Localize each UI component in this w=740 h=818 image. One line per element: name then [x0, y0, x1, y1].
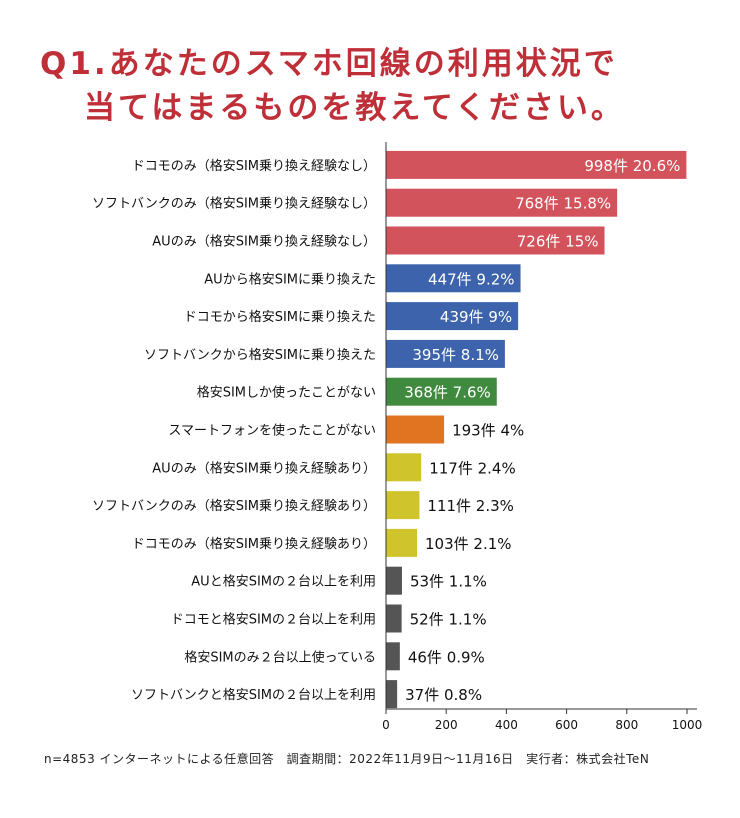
value-label: 52件 1.1%: [410, 611, 487, 629]
bar: [386, 264, 521, 293]
category-label: ドコモのみ（格安SIM乗り換え経験あり）: [132, 536, 376, 552]
value-label: 395件 8.1%: [412, 346, 499, 364]
bar-plot: ドコモのみ（格安SIM乗り換え経験なし） 998件 20.6% ソフトバンクのみ（格…: [92, 142, 703, 732]
category-label: AUのみ（格安SIM乗り換え経験なし）: [152, 234, 376, 250]
category-label: 格安SIMしか使ったことがない: [197, 385, 376, 401]
bar: [386, 642, 400, 671]
value-label: 768件 15.8%: [515, 195, 611, 213]
category-label: ソフトバンクのみ（格安SIM乗り換え経験あり）: [92, 498, 376, 514]
bar: [386, 377, 497, 406]
category-label: AUのみ（格安SIM乗り換え経験あり）: [152, 460, 376, 476]
x-tick-label: 400: [495, 718, 518, 732]
value-label: 193件 4%: [452, 422, 524, 440]
category-label: ソフトバンクから格安SIMに乗り換えた: [144, 347, 376, 363]
value-label: 103件 2.1%: [425, 535, 512, 553]
bar: [386, 491, 420, 520]
value-label: 53件 1.1%: [410, 573, 487, 591]
bar: [386, 415, 445, 444]
value-label: 111件 2.3%: [427, 497, 514, 515]
category-label: 格安SIMのみ２台以上使っている: [184, 649, 376, 665]
x-tick-label: 0: [382, 718, 390, 732]
x-tick-label: 600: [555, 718, 578, 732]
value-label: 447件 9.2%: [428, 270, 515, 288]
bar: [386, 566, 402, 595]
value-label: 117件 2.4%: [429, 459, 516, 477]
value-label: 998件 20.6%: [584, 157, 680, 175]
category-label: AUから格安SIMに乗り換えた: [204, 271, 376, 287]
category-label: AUと格安SIMの２台以上を利用: [191, 574, 376, 590]
value-label: 37件 0.8%: [405, 686, 482, 704]
bar: [386, 528, 418, 557]
bar: [386, 604, 402, 633]
value-label: 726件 15%: [517, 233, 599, 251]
bar: [386, 453, 422, 482]
bar: [386, 188, 618, 217]
value-label: 368件 7.6%: [404, 384, 491, 402]
chart-title-line-2: 当てはまるものを教えてください。: [84, 90, 625, 126]
chart-title-line-1: Q1.あなたのスマホ回線の利用状況で: [40, 46, 618, 82]
bar: [386, 150, 687, 179]
category-label: ソフトバンクのみ（格安SIM乗り換え経験なし）: [92, 196, 376, 212]
bar: [386, 339, 505, 368]
category-label: ドコモのみ（格安SIM乗り換え経験なし）: [132, 158, 376, 174]
category-label: ドコモから格安SIMに乗り換えた: [184, 309, 376, 325]
category-label: ドコモと格安SIMの２台以上を利用: [171, 612, 376, 628]
value-label: 46件 0.9%: [408, 648, 485, 666]
x-tick-label: 200: [435, 718, 458, 732]
category-label: ソフトバンクと格安SIMの２台以上を利用: [131, 687, 376, 703]
value-label: 439件 9%: [440, 308, 512, 326]
bar: [386, 680, 398, 709]
x-tick-label: 1000: [672, 718, 703, 732]
x-tick-label: 800: [615, 718, 638, 732]
bar: [386, 226, 605, 255]
survey-footnote: n=4853 インターネットによる任意回答 調査期間：2022年11月9日～11…: [44, 752, 650, 766]
category-label: スマートフォンを使ったことがない: [168, 423, 376, 439]
bar: [386, 302, 519, 331]
